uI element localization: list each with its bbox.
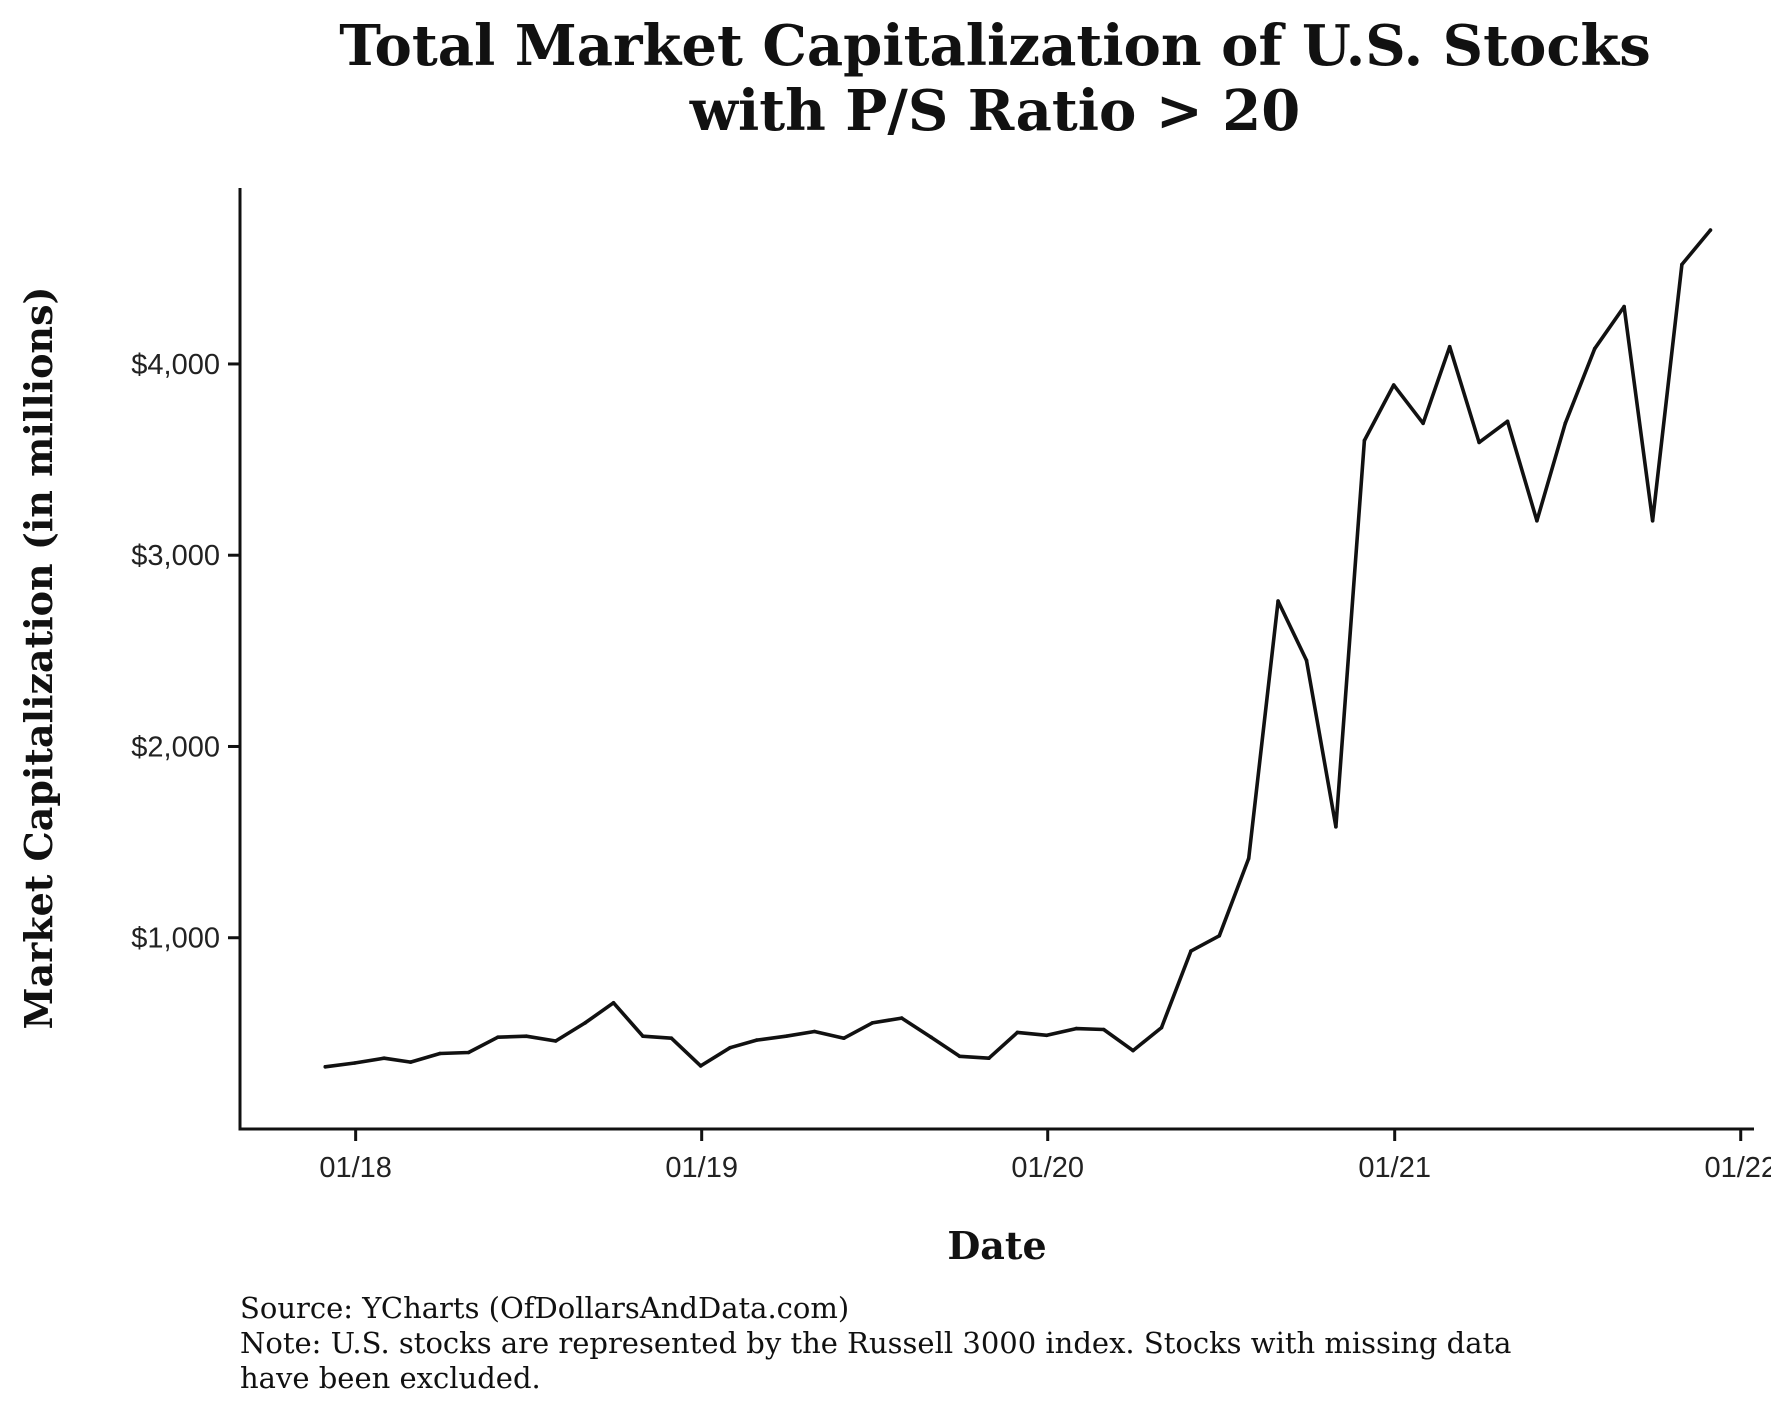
y-axis-ticks: $1,000 $2,000 $3,000 $4,000 (131, 349, 240, 955)
data-point (728, 1045, 732, 1050)
data-point (1015, 1030, 1020, 1035)
x-tick-label: 01/18 (319, 1152, 392, 1184)
data-point (583, 1021, 587, 1025)
y-tick-label: $3,000 (131, 540, 220, 572)
data-point (408, 1060, 413, 1064)
data-point (1391, 383, 1396, 387)
data-point (466, 1050, 471, 1055)
data-point (611, 1001, 616, 1005)
data-point (812, 1029, 817, 1034)
chart-title-line-2: with P/S Ratio > 20 (689, 78, 1301, 144)
data-point (1650, 519, 1655, 523)
chart-title-line-1: Total Market Capitalization of U.S. Stoc… (339, 13, 1651, 79)
source-caption: Source: YCharts (OfDollarsAndData.com) (240, 1291, 849, 1325)
x-tick-label: 01/21 (1358, 1152, 1431, 1184)
data-point (1074, 1026, 1078, 1031)
data-point (1680, 262, 1684, 267)
data-point (1505, 419, 1510, 424)
data-point (987, 1056, 991, 1060)
data-point (1622, 304, 1626, 309)
data-point (669, 1036, 674, 1040)
data-point (1276, 599, 1280, 603)
x-axis-ticks: 01/18 01/19 01/20 01/21 01/22 (319, 1129, 1771, 1184)
data-point (698, 1064, 703, 1068)
x-tick-label: 01/22 (1704, 1152, 1771, 1184)
data-point (323, 1065, 328, 1069)
data-point (553, 1039, 558, 1043)
data-point (1334, 825, 1338, 829)
data-point (1563, 421, 1568, 426)
data-point (524, 1034, 529, 1038)
data-point (382, 1056, 386, 1060)
data-point (929, 1035, 933, 1039)
data-point (1131, 1048, 1135, 1053)
x-axis-title: Date (947, 1223, 1046, 1268)
data-point (352, 1061, 357, 1065)
y-axis-title: Market Capitalization (in millions) (16, 287, 61, 1030)
data-point (496, 1035, 500, 1039)
data-point (1535, 519, 1539, 523)
data-point (1217, 934, 1222, 938)
data-point (1592, 346, 1597, 351)
data-point (1304, 658, 1309, 663)
x-tick-label: 01/19 (665, 1152, 738, 1184)
data-point (641, 1034, 645, 1038)
note-caption-line-1: Note: U.S. stocks are represented by the… (240, 1326, 1511, 1360)
data-point (784, 1034, 788, 1038)
data-point (1477, 440, 1481, 445)
data-point (438, 1051, 442, 1056)
data-point (1159, 1025, 1164, 1030)
data-point (1189, 949, 1193, 953)
series-line (323, 228, 1713, 1069)
data-point (1045, 1033, 1049, 1038)
series-group (323, 228, 1713, 1069)
data-point (1101, 1027, 1106, 1032)
note-caption-line-2: have been excluded. (240, 1361, 541, 1395)
data-point (842, 1036, 846, 1040)
x-tick-label: 01/20 (1011, 1152, 1084, 1184)
data-point (1447, 344, 1452, 349)
y-tick-label: $2,000 (131, 731, 220, 763)
data-point (899, 1016, 904, 1020)
data-point (754, 1038, 759, 1042)
data-point (1246, 856, 1251, 861)
data-point (1708, 228, 1713, 232)
y-tick-label: $4,000 (131, 349, 220, 381)
data-point (870, 1021, 875, 1025)
data-point (957, 1054, 962, 1059)
data-point (1362, 438, 1367, 443)
y-tick-label: $1,000 (131, 923, 220, 955)
data-point (1421, 421, 1425, 426)
